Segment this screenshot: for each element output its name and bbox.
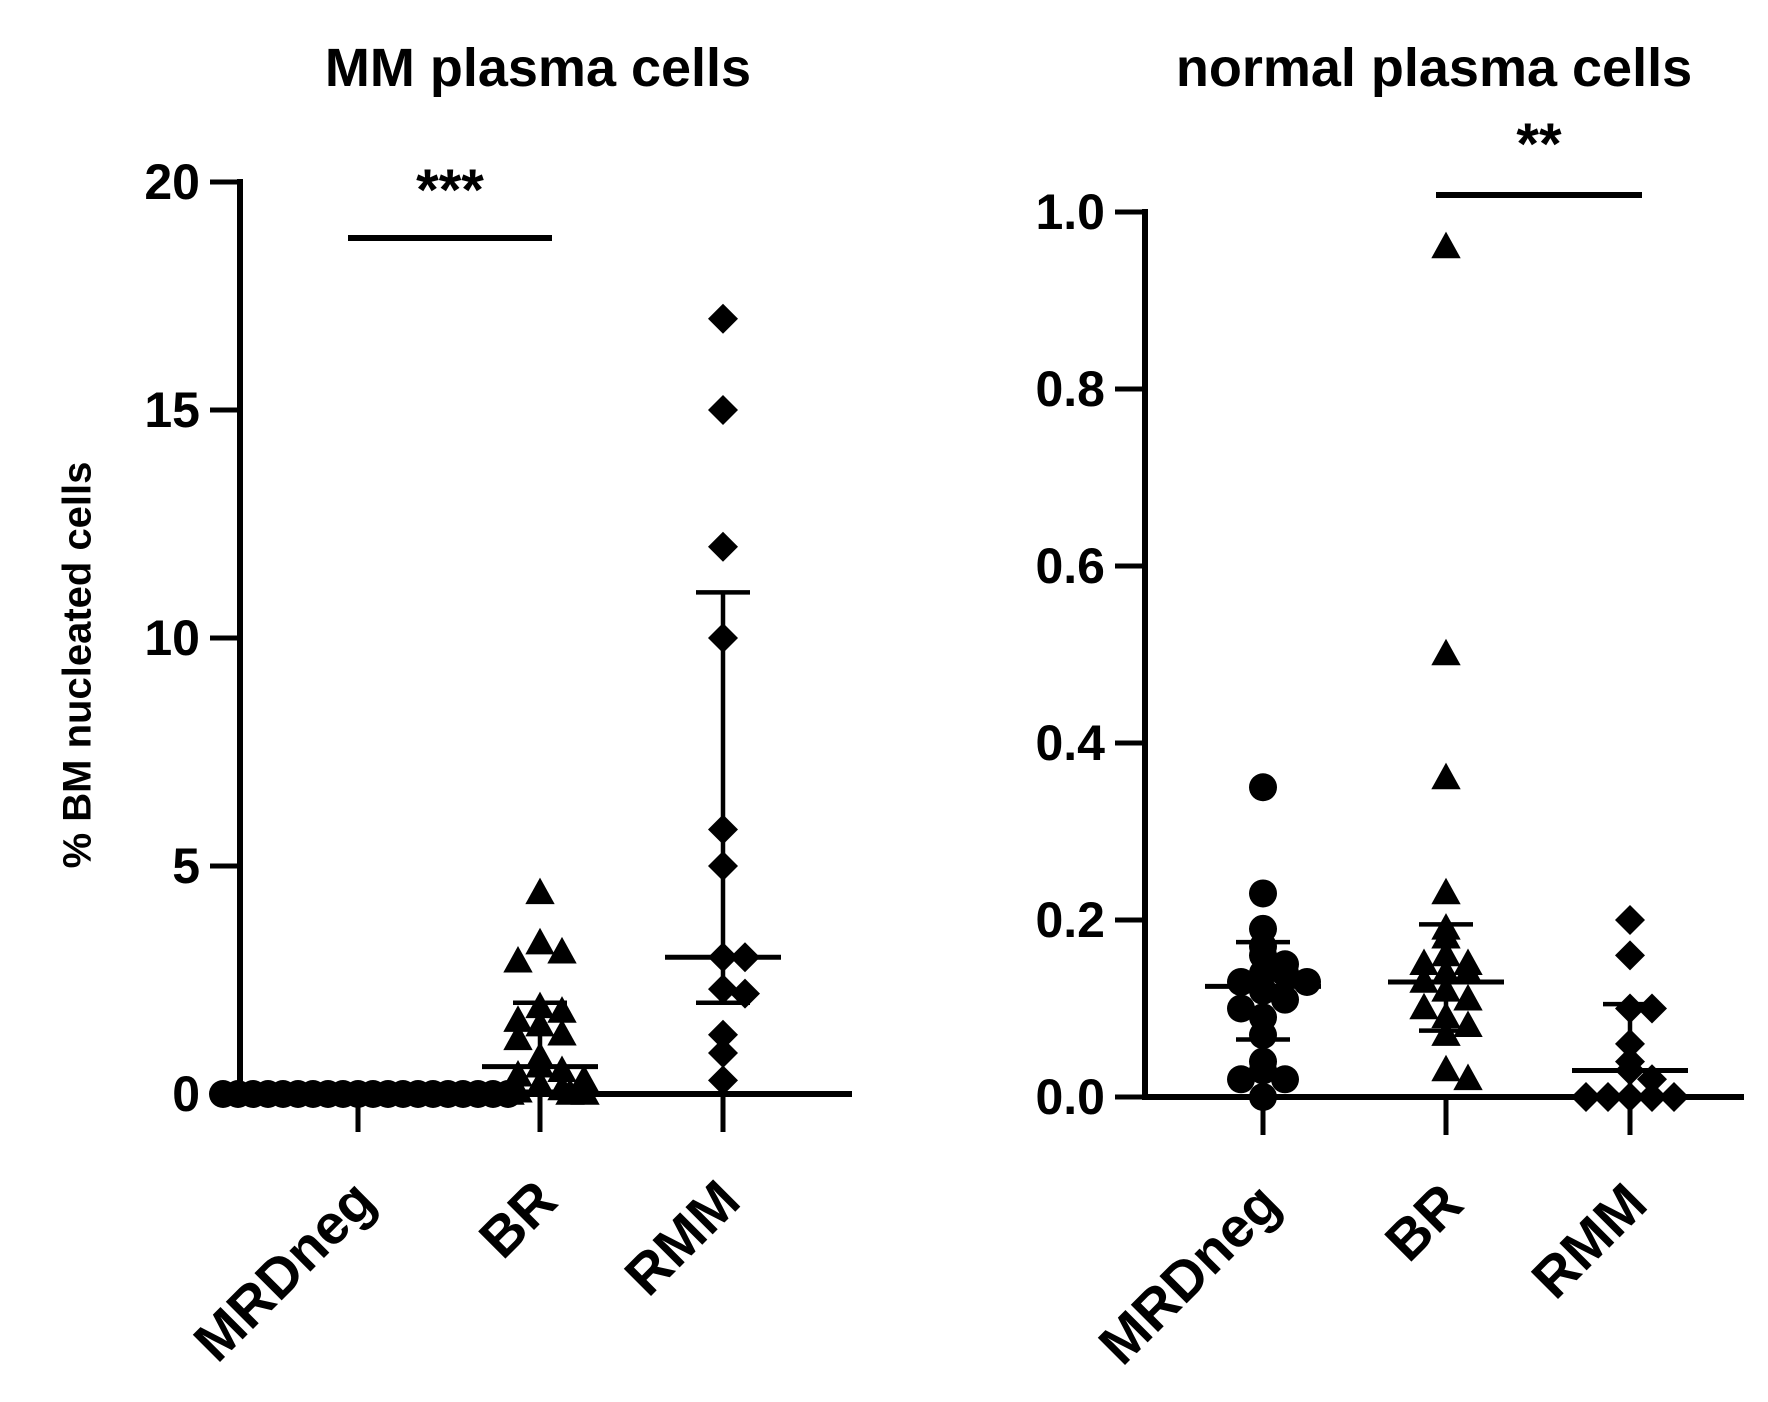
data-point-triangle: [1453, 1063, 1483, 1091]
x-tick-label: MRDneg: [1086, 1171, 1291, 1376]
data-point-circle: [1249, 773, 1277, 802]
data-point-triangle: [495, 1078, 525, 1105]
y-tick-label: 1.0: [1035, 184, 1105, 240]
data-point-triangle: [1431, 877, 1461, 905]
data-point-diamond: [708, 1019, 738, 1050]
data-point-circle: [1249, 879, 1277, 908]
data-point-triangle: [1431, 1054, 1461, 1082]
y-tick-label: 5: [172, 838, 200, 894]
data-point-diamond: [1615, 940, 1645, 971]
data-point-diamond: [708, 395, 738, 425]
x-tick-label: RMM: [1519, 1171, 1658, 1310]
data-point-circle: [1271, 985, 1299, 1014]
data-point-circle: [1271, 959, 1299, 988]
data-point-circle: [1227, 1065, 1255, 1094]
chart-title: MM plasma cells: [325, 38, 751, 98]
data-point-triangle: [1409, 948, 1439, 976]
data-point-circle: [209, 1080, 237, 1108]
y-tick-label: 20: [144, 154, 200, 210]
y-tick-label: 15: [144, 382, 200, 438]
data-point-diamond: [1637, 993, 1667, 1024]
significance-label: **: [1516, 112, 1562, 177]
x-tick-label: RMM: [612, 1168, 751, 1307]
data-point-diamond: [708, 531, 738, 562]
data-point-triangle: [569, 1064, 599, 1092]
chart-panel-normal-plasma-cells: normal plasma cells 0.0 0.2 0.4 0.6 0.8 1.0 MR…: [1035, 38, 1744, 1376]
data-point-triangle: [1431, 231, 1461, 259]
data-point-triangle: [525, 877, 555, 905]
data-point-triangle: [1453, 957, 1483, 984]
data-point-circle: [1249, 1056, 1277, 1085]
y-tick-label: 0: [172, 1066, 200, 1122]
data-point-triangle: [1453, 983, 1483, 1011]
data-point-triangle: [503, 1023, 533, 1051]
data-point-circle: [1249, 1083, 1277, 1111]
data-point-triangle: [525, 927, 555, 955]
data-point-triangle: [547, 1018, 577, 1046]
x-tick-label: MRDneg: [181, 1168, 386, 1373]
data-point-circle: [1271, 1065, 1299, 1094]
data-point-triangle: [547, 996, 577, 1023]
data-point-diamond: [1615, 905, 1645, 935]
y-tick-label: 0.8: [1035, 361, 1105, 417]
data-point-diamond: [708, 1065, 738, 1096]
y-axis-label: % BM nucleated cells: [56, 462, 100, 869]
chart-panel-mm-plasma-cells: MM plasma cells 0 5 10 15 20 MRDneg BR RMM ***: [144, 38, 852, 1373]
data-point-circle: [1227, 994, 1255, 1023]
significance-label: ***: [416, 158, 484, 223]
x-tick-label: BR: [1373, 1171, 1475, 1273]
data-point-triangle: [547, 936, 577, 964]
y-tick-label: 0.2: [1035, 892, 1105, 948]
data-point-diamond: [708, 303, 738, 334]
y-tick-label: 0.0: [1035, 1069, 1105, 1125]
y-tick-label: 10: [144, 610, 200, 666]
data-point-triangle: [1431, 762, 1461, 790]
data-point-triangle: [503, 946, 533, 973]
data-point-diamond: [1571, 1082, 1601, 1112]
data-point-triangle: [570, 1078, 600, 1105]
data-point-diamond: [1659, 1082, 1689, 1112]
chart-title: normal plasma cells: [1176, 38, 1692, 98]
y-tick-label: 0.4: [1035, 715, 1105, 771]
y-tick-label: 0.6: [1035, 538, 1105, 594]
data-point-triangle: [1431, 638, 1461, 666]
data-point-triangle: [1409, 992, 1439, 1020]
data-point-circle: [1227, 967, 1255, 996]
x-tick-label: BR: [467, 1168, 569, 1270]
data-point-diamond: [708, 1037, 738, 1068]
data-point-circle: [1293, 967, 1321, 996]
data-point-triangle: [503, 1005, 533, 1032]
